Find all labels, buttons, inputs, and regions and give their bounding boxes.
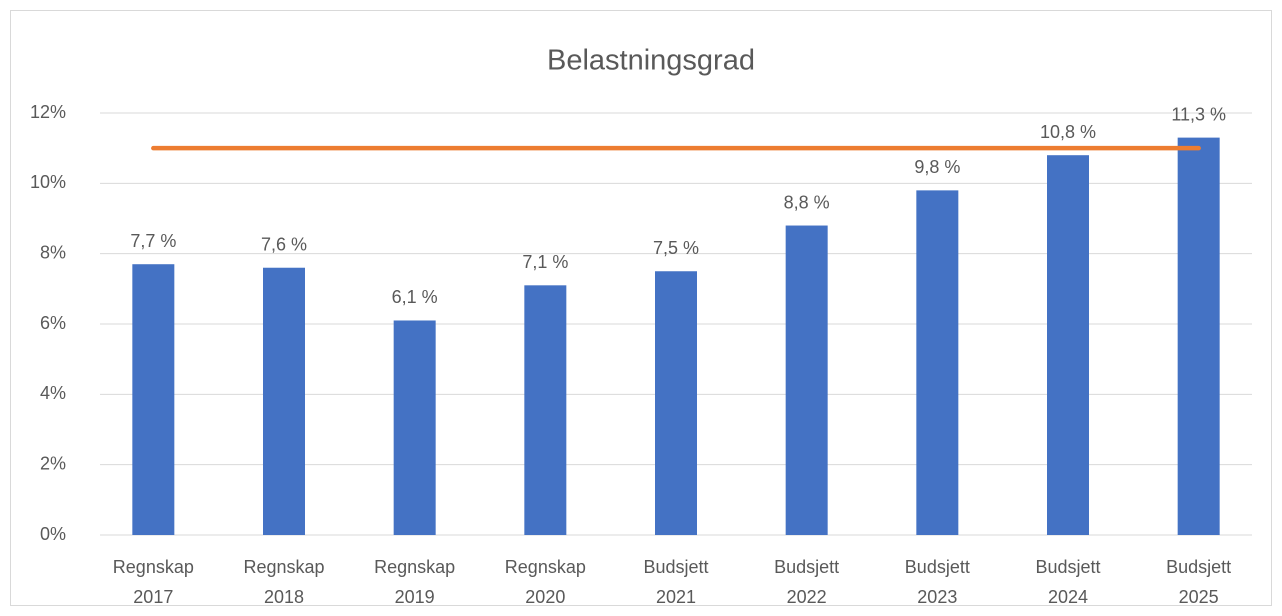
y-tick-label: 8% <box>40 242 66 262</box>
x-tick-label-line: 2018 <box>264 587 304 607</box>
x-tick-label: Regnskap 2018 <box>243 557 324 607</box>
y-tick-label: 2% <box>40 453 66 473</box>
bar <box>1177 137 1220 535</box>
y-tick-label: 4% <box>40 383 66 403</box>
x-tick-label-line: Budsjett <box>643 557 708 577</box>
x-tick-label-line: Budsjett <box>1035 557 1100 577</box>
x-tick-label-line: Regnskap <box>505 557 586 577</box>
bar <box>785 225 828 536</box>
data-label: 10,8 % <box>1040 122 1096 142</box>
data-label: 7,5 % <box>653 238 699 258</box>
x-tick-label-line: 2022 <box>787 587 827 607</box>
x-tick-label-line: 2019 <box>395 587 435 607</box>
data-label: 11,3 % <box>1171 104 1226 124</box>
x-tick-label: Budsjett 2024 <box>1035 557 1100 607</box>
data-label: 7,6 % <box>261 234 307 254</box>
x-tick-label-line: Budsjett <box>774 557 839 577</box>
y-tick-label: 6% <box>40 313 66 333</box>
chart-title: Belastningsgrad <box>547 45 755 77</box>
bar <box>524 285 567 535</box>
x-tick-label-line: Regnskap <box>113 557 194 577</box>
y-tick-label: 10% <box>30 172 66 192</box>
x-tick-label-line: Budsjett <box>905 557 970 577</box>
x-tick-label: Budsjett 2021 <box>643 557 708 607</box>
x-tick-label: Regnskap 2020 <box>505 557 586 607</box>
data-label: 8,8 % <box>784 192 830 212</box>
x-tick-label-line: 2025 <box>1179 587 1219 607</box>
bar <box>393 320 436 535</box>
bar <box>263 267 305 535</box>
x-tick-label: Budsjett 2025 <box>1166 557 1231 607</box>
x-tick-label: Regnskap 2019 <box>374 557 455 607</box>
x-tick-label-line: 2024 <box>1048 587 1088 607</box>
x-tick-label-line: 2023 <box>917 587 957 607</box>
data-label: 6,1 % <box>392 287 438 307</box>
bar <box>132 264 175 535</box>
x-tick-label-line: 2021 <box>656 587 696 607</box>
x-tick-label-line: 2020 <box>525 587 565 607</box>
y-tick-label: 12% <box>30 102 66 122</box>
bar <box>916 190 959 535</box>
x-tick-label-line: 2017 <box>133 587 173 607</box>
x-tick-label: Regnskap 2017 <box>113 557 194 607</box>
data-label: 7,7 % <box>130 231 176 251</box>
x-tick-label: Budsjett 2023 <box>905 557 970 607</box>
y-tick-label: 0% <box>40 524 66 544</box>
x-tick-label-line: Budsjett <box>1166 557 1231 577</box>
data-label: 9,8 % <box>914 157 960 177</box>
data-label: 7,1 % <box>522 252 568 272</box>
bar <box>1047 155 1089 535</box>
x-tick-label-line: Regnskap <box>243 557 324 577</box>
bar <box>655 271 697 535</box>
x-tick-label: Budsjett 2022 <box>774 557 839 607</box>
x-tick-label-line: Regnskap <box>374 557 455 577</box>
